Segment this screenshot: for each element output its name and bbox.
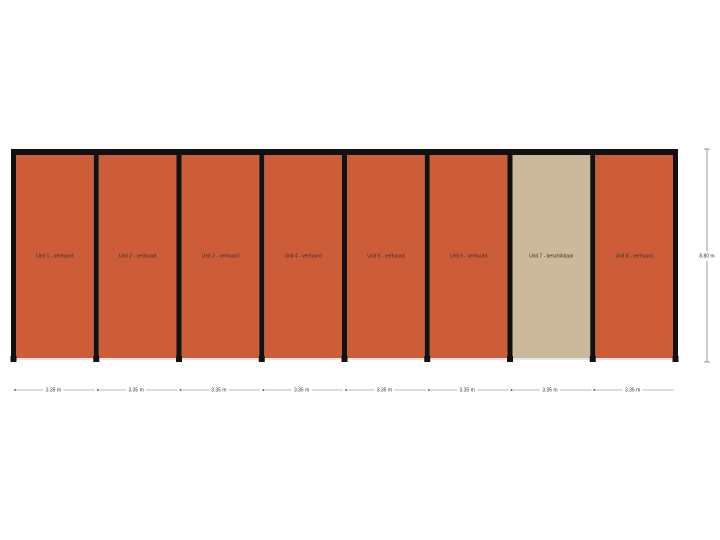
width-label: 3.35 m <box>46 387 61 393</box>
dimension-tick <box>179 389 182 391</box>
floor-edge <box>595 358 673 360</box>
wall-post <box>424 356 431 362</box>
width-label: 3.35 m <box>625 387 640 393</box>
label-bg <box>43 386 64 394</box>
unit-label: Unit 7 - beschikbaar <box>529 253 574 259</box>
label-bg <box>539 386 560 394</box>
partition-wall <box>176 149 182 358</box>
partition-wall <box>93 149 99 358</box>
unit-room <box>512 155 591 358</box>
floor-edge <box>264 358 342 360</box>
label-bg <box>622 386 643 394</box>
floor-edge <box>429 358 508 360</box>
dimension-tick <box>96 389 99 391</box>
floor-edge <box>512 358 591 360</box>
unit-room <box>347 155 425 358</box>
width-label: 3.35 m <box>211 387 226 393</box>
unit-label: Unit 3 - verhuurd <box>202 253 239 259</box>
width-label: 3.35 m <box>542 387 557 393</box>
partition-wall <box>590 149 596 358</box>
unit-room <box>16 155 94 358</box>
dimension-tick <box>345 389 347 391</box>
label-bg <box>374 386 395 394</box>
dimension-tick <box>427 389 430 391</box>
wall-post <box>589 356 596 362</box>
depth-label: 8.80 m <box>699 253 714 259</box>
unit-room <box>98 155 177 358</box>
partition-wall <box>342 149 347 358</box>
dimension-tick <box>14 389 16 391</box>
label-bg <box>126 386 147 394</box>
unit-label: Unit 8 - verhuurd <box>616 253 653 259</box>
width-label: 3.35 m <box>459 387 474 393</box>
dimension-tick <box>262 389 265 391</box>
unit-label: Unit 6 - verhuurd <box>450 253 487 259</box>
label-bg <box>697 251 717 261</box>
floor-edge <box>98 358 177 360</box>
unit-room <box>181 155 260 358</box>
width-label: 3.35 m <box>128 387 143 393</box>
unit-room <box>595 155 673 358</box>
label-bg <box>208 386 229 394</box>
partition-wall <box>507 149 513 358</box>
partition-wall <box>11 149 16 358</box>
width-label: 3.35 m <box>377 387 392 393</box>
wall-post <box>258 356 265 362</box>
unit-room <box>429 155 508 358</box>
unit-label: Unit 1 - verhuurd <box>36 253 73 259</box>
floor-edge <box>16 358 94 360</box>
dimension-tick <box>510 389 513 391</box>
floor-edge <box>181 358 260 360</box>
unit-label: Unit 5 - verhuurd <box>367 253 404 259</box>
label-bg <box>291 386 312 394</box>
wall-post <box>341 356 348 362</box>
partition-wall <box>424 149 430 358</box>
floor-edge <box>347 358 425 360</box>
unit-label: Unit 4 - verhuurd <box>285 253 322 259</box>
wall-post <box>507 356 513 362</box>
label-bg <box>457 386 478 394</box>
wall-post <box>10 356 17 362</box>
wall-post <box>93 356 100 362</box>
unit-label: Unit 2 - verhuurd <box>119 253 156 259</box>
partition-wall <box>673 149 678 358</box>
partition-wall <box>259 149 265 358</box>
dimension-tick <box>593 389 596 391</box>
unit-room <box>264 155 342 358</box>
width-label: 3.35 m <box>294 387 309 393</box>
wall-post <box>672 356 679 362</box>
wall-post <box>176 356 182 362</box>
